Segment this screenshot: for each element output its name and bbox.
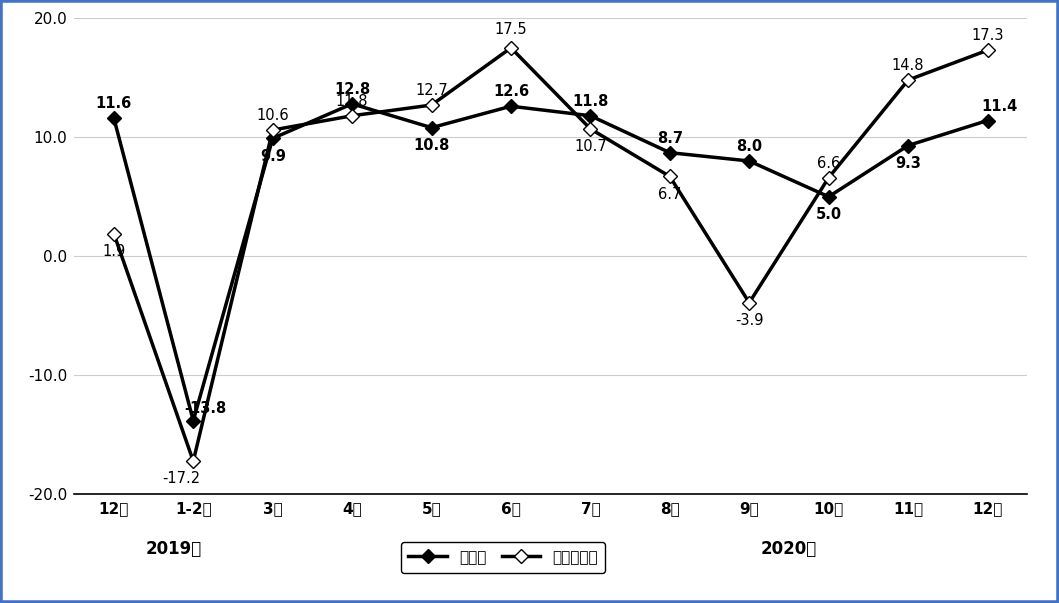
Text: 12.7: 12.7 [415,83,448,98]
Text: 11.6: 11.6 [95,96,132,112]
Text: 9.3: 9.3 [895,156,921,171]
增加値 [822,193,834,200]
Text: 17.5: 17.5 [495,22,527,37]
Text: 11.8: 11.8 [572,94,609,109]
Text: 1.9: 1.9 [103,244,125,259]
Text: 17.3: 17.3 [971,28,1004,43]
Text: -3.9: -3.9 [735,313,764,328]
Line: 增加値: 增加値 [109,99,992,426]
Text: 2020年: 2020年 [760,540,818,558]
出口交货値 [108,230,121,237]
出口交货値 [267,127,280,134]
出口交货値 [822,174,834,182]
增加値 [426,124,438,131]
Text: 9.9: 9.9 [259,149,286,164]
出口交货値 [504,44,517,51]
Text: 2019年: 2019年 [145,540,201,558]
出口交货値 [902,77,915,84]
Text: -17.2: -17.2 [162,472,200,487]
Text: 8.7: 8.7 [657,131,683,146]
增加値 [108,115,121,122]
增加値 [743,157,756,165]
出口交货値 [186,458,199,465]
增加値 [267,134,280,142]
Text: 10.8: 10.8 [413,138,450,153]
Text: 6.6: 6.6 [818,156,840,171]
Text: -13.8: -13.8 [184,401,227,416]
Text: 11.4: 11.4 [982,99,1018,114]
增加値 [663,149,677,156]
出口交货値 [345,112,358,119]
Text: 6.7: 6.7 [658,187,682,202]
出口交货値 [663,173,677,180]
Text: 10.6: 10.6 [256,109,289,123]
增加値 [585,112,597,119]
出口交货値 [981,46,993,54]
Text: 11.8: 11.8 [336,94,369,109]
增加値 [902,142,915,149]
Text: 14.8: 14.8 [892,58,925,73]
Text: 12.6: 12.6 [492,84,530,99]
Text: 12.8: 12.8 [334,82,371,97]
Text: 5.0: 5.0 [815,207,842,222]
增加値 [981,117,993,124]
增加値 [504,103,517,110]
Line: 出口交货値: 出口交货値 [109,43,992,466]
出口交货値 [426,101,438,109]
增加値 [186,417,199,425]
Text: 10.7: 10.7 [574,139,607,154]
Legend: 增加値, 出口交货値: 增加値, 出口交货値 [400,542,606,573]
出口交货値 [585,125,597,133]
Text: 8.0: 8.0 [736,139,762,154]
增加値 [345,100,358,107]
出口交货値 [743,299,756,306]
